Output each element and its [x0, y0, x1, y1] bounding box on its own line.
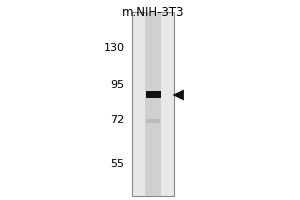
Text: 72: 72 [110, 115, 124, 125]
Text: 95: 95 [110, 80, 124, 90]
Bar [146, 119, 160, 123]
Text: 55: 55 [110, 159, 124, 169]
Bar [132, 12, 174, 196]
Bar [145, 12, 161, 196]
Polygon shape [172, 90, 184, 100]
Text: 130: 130 [103, 43, 124, 53]
Text: m.NIH-3T3: m.NIH-3T3 [122, 6, 184, 19]
Bar [146, 91, 160, 98]
